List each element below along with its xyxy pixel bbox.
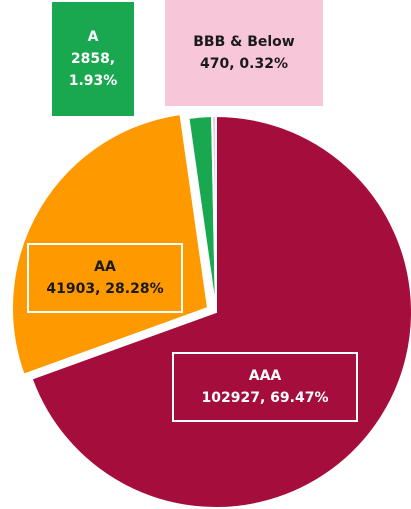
data-label: A 2858, 1.93% xyxy=(52,2,134,116)
data-label: BBB & Below 470, 0.32% xyxy=(165,0,323,106)
category-label: A xyxy=(87,29,99,45)
value-label: 41903, 28.28% xyxy=(46,281,164,297)
category-label: BBB & Below xyxy=(193,34,295,50)
value-label: 102927, 69.47% xyxy=(201,390,329,406)
data-label: AA 41903, 28.28% xyxy=(27,243,183,313)
category-label: AAA xyxy=(248,368,282,384)
value-label: 470, 0.32% xyxy=(200,56,288,72)
value-label: 2858, 1.93% xyxy=(68,51,118,89)
data-label: AAA 102927, 69.47% xyxy=(172,352,358,422)
category-label: AA xyxy=(94,259,116,275)
pie-slice xyxy=(211,114,217,313)
